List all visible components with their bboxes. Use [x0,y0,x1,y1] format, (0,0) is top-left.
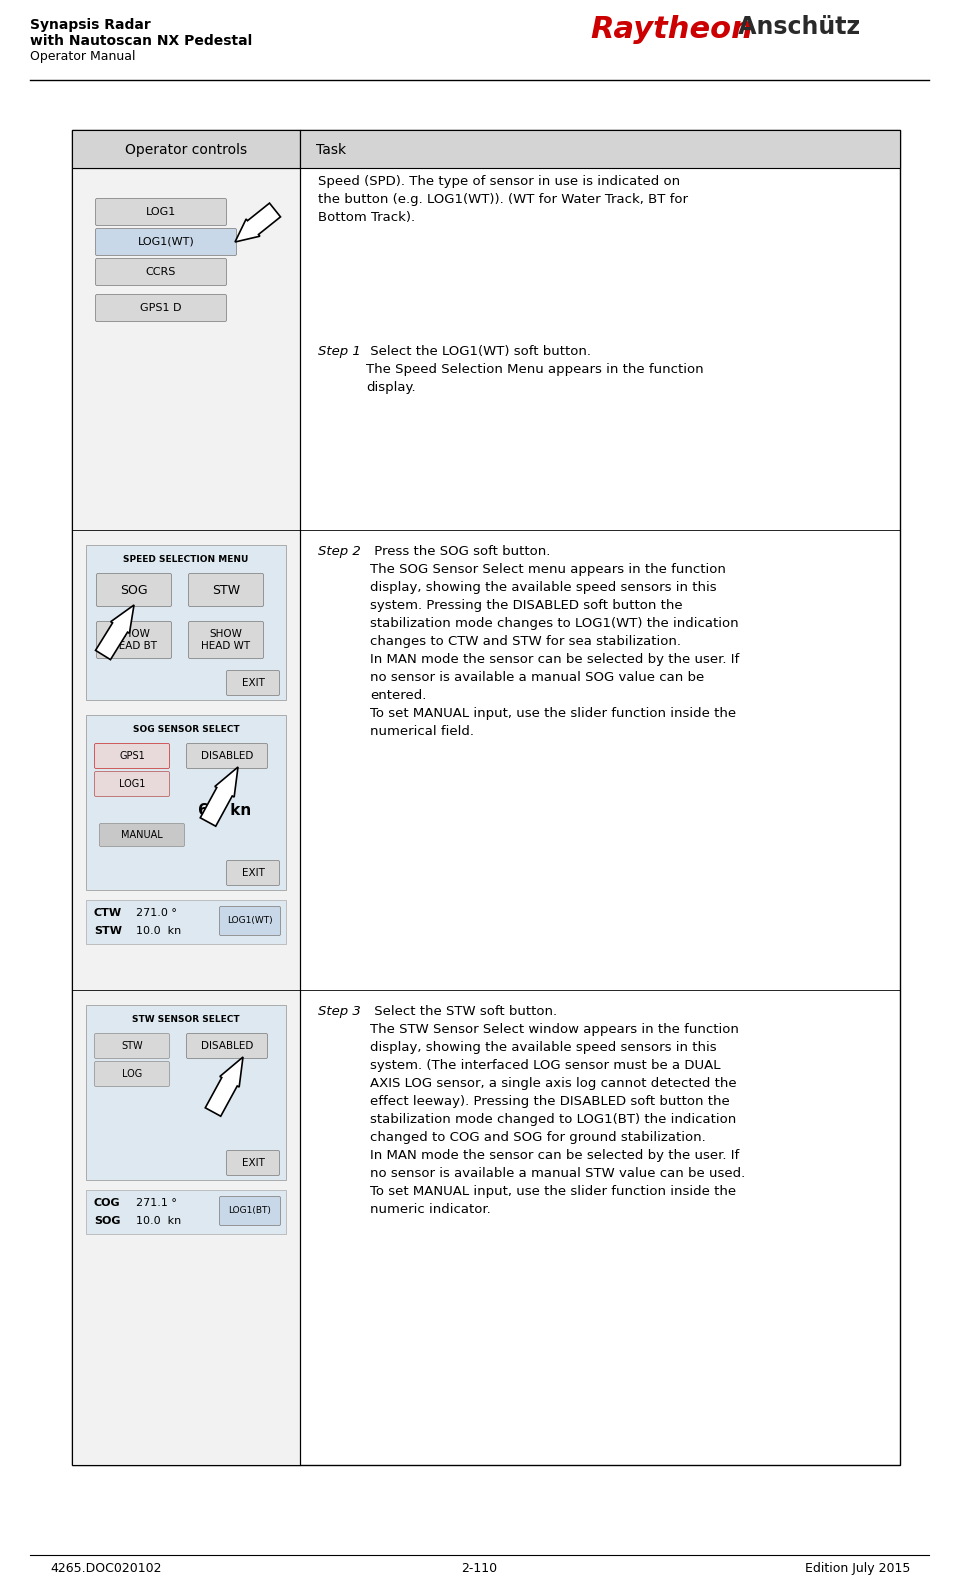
FancyBboxPatch shape [97,622,172,659]
Text: STW: STW [212,584,240,597]
Bar [72,130,300,169]
Text: LOG: LOG [122,1069,142,1079]
Text: COG: COG [94,1198,121,1208]
Text: Speed (SPD). The type of sensor in use is indicated on
the button (e.g. LOG1(WT): Speed (SPD). The type of sensor in use i… [318,175,688,224]
Text: Operator Manual: Operator Manual [30,49,135,64]
Bar [86,714,286,889]
Text: SOG SENSOR SELECT: SOG SENSOR SELECT [132,724,240,733]
Text: GPS1: GPS1 [119,751,145,760]
Text: 4265.DOC020102: 4265.DOC020102 [50,1562,161,1575]
Bar [86,901,286,943]
FancyBboxPatch shape [189,573,264,606]
Text: Step 1: Step 1 [318,345,361,358]
Polygon shape [200,767,238,826]
FancyBboxPatch shape [226,1150,279,1176]
Text: SHOW
HEAD WT: SHOW HEAD WT [201,628,250,651]
FancyBboxPatch shape [95,1061,170,1087]
Text: Raytheon: Raytheon [590,14,753,45]
Text: 2-110: 2-110 [461,1562,497,1575]
FancyBboxPatch shape [226,861,279,886]
Text: 10.0  kn: 10.0 kn [136,1216,181,1227]
Bar [86,1006,286,1181]
Text: Anschütz: Anschütz [730,14,860,40]
Text: 271.1 °: 271.1 ° [136,1198,176,1208]
Bar [72,130,900,1465]
Text: DISABLED: DISABLED [200,1041,253,1052]
Text: SPEED SELECTION MENU: SPEED SELECTION MENU [124,555,248,563]
FancyBboxPatch shape [96,199,226,226]
Text: LOG1: LOG1 [146,207,176,216]
Text: Operator controls: Operator controls [125,143,247,158]
Text: Synapsis Radar: Synapsis Radar [30,18,151,32]
Text: EXIT: EXIT [242,869,265,878]
Text: LOG1(BT): LOG1(BT) [228,1206,271,1216]
Text: with Nautoscan NX Pedestal: with Nautoscan NX Pedestal [30,33,252,48]
Text: Select the LOG1(WT) soft button.
The Speed Selection Menu appears in the functio: Select the LOG1(WT) soft button. The Spe… [366,345,704,395]
Text: STW: STW [121,1041,143,1052]
Text: Select the STW soft button.
The STW Sensor Select window appears in the function: Select the STW soft button. The STW Sens… [370,1006,745,1216]
FancyBboxPatch shape [189,622,264,659]
Text: Press the SOG soft button.
The SOG Sensor Select menu appears in the function
di: Press the SOG soft button. The SOG Senso… [370,546,739,738]
Text: 6.0 kn: 6.0 kn [198,803,251,818]
Text: SHOW
HEAD BT: SHOW HEAD BT [111,628,157,651]
FancyBboxPatch shape [96,294,226,321]
FancyBboxPatch shape [96,229,237,256]
Text: Task: Task [316,143,346,158]
FancyBboxPatch shape [97,573,172,606]
Text: SOG: SOG [120,584,148,597]
Polygon shape [235,204,280,242]
FancyBboxPatch shape [95,772,170,797]
Text: DISABLED: DISABLED [200,751,253,760]
FancyBboxPatch shape [226,670,279,695]
FancyBboxPatch shape [220,1196,280,1225]
Text: MANUAL: MANUAL [121,831,163,840]
Text: EXIT: EXIT [242,678,265,687]
Text: GPS1 D: GPS1 D [140,302,182,313]
Text: CTW: CTW [94,908,122,918]
FancyBboxPatch shape [96,258,226,285]
FancyBboxPatch shape [186,1034,268,1058]
Polygon shape [205,1056,243,1117]
Text: 10.0  kn: 10.0 kn [136,926,181,936]
FancyBboxPatch shape [220,907,280,936]
FancyBboxPatch shape [186,743,268,768]
FancyBboxPatch shape [100,824,184,846]
Bar [72,169,300,1465]
Text: CCRS: CCRS [146,267,176,277]
Text: Step 2: Step 2 [318,546,361,558]
Text: LOG1(WT): LOG1(WT) [138,237,195,247]
FancyBboxPatch shape [95,743,170,768]
Text: Edition July 2015: Edition July 2015 [805,1562,910,1575]
FancyBboxPatch shape [95,1034,170,1058]
Text: LOG1: LOG1 [119,780,145,789]
Text: LOG1(WT): LOG1(WT) [227,916,272,926]
Text: EXIT: EXIT [242,1158,265,1168]
Bar [300,130,900,169]
Bar [86,1190,286,1235]
Text: SOG: SOG [94,1216,121,1227]
Text: STW: STW [94,926,122,936]
Text: 271.0 °: 271.0 ° [136,908,176,918]
Text: Step 3: Step 3 [318,1006,361,1018]
Polygon shape [96,605,134,660]
Text: STW SENSOR SELECT: STW SENSOR SELECT [132,1015,240,1023]
Bar [86,546,286,700]
